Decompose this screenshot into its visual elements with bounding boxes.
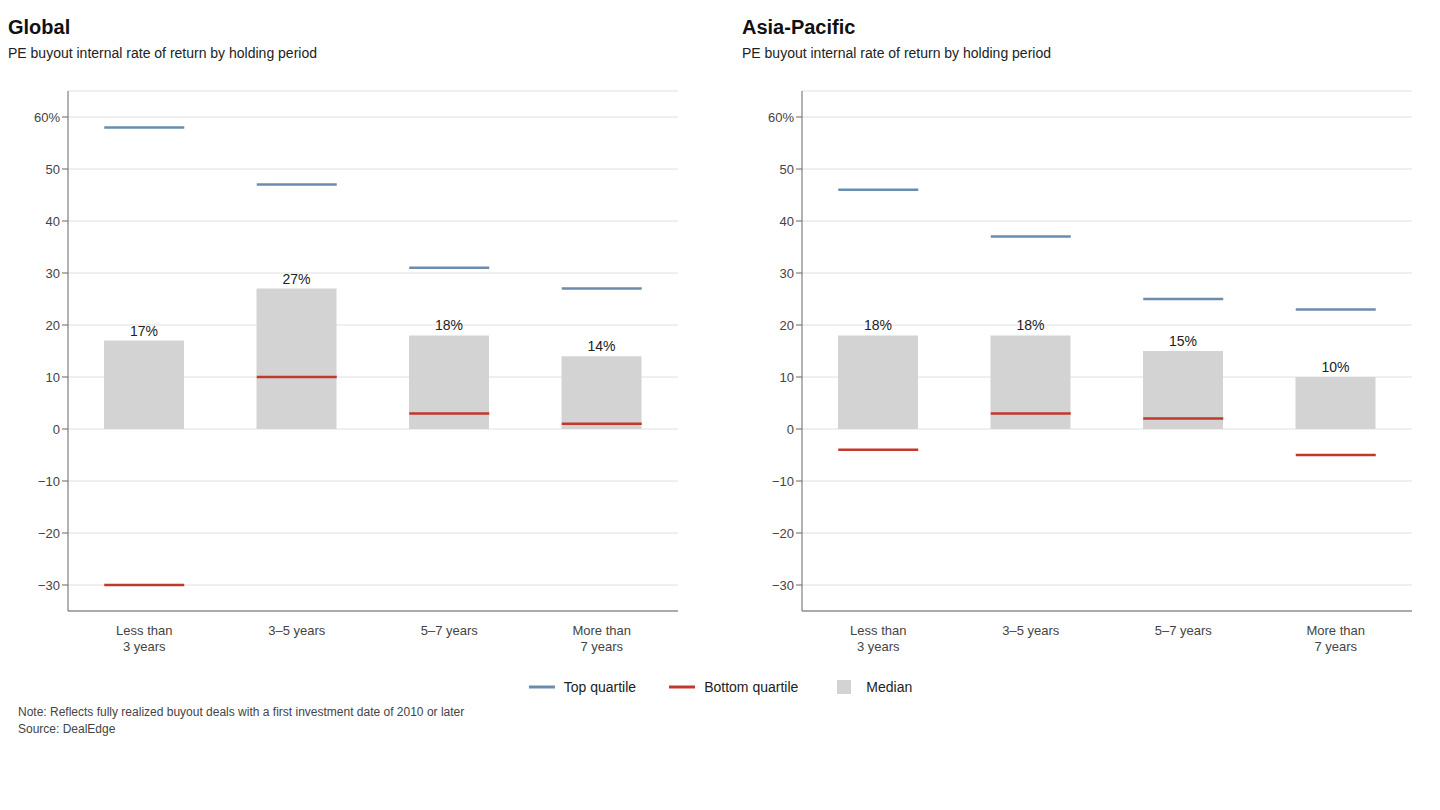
html-text:Bottom quartile: Bottom quartile [704, 679, 799, 695]
svg-text:−30: −30 [772, 578, 794, 593]
svg-text:10: 10 [780, 370, 794, 385]
svg-text:0: 0 [53, 422, 60, 437]
svg-text:50: 50 [780, 162, 794, 177]
svg-text:15%: 15% [1169, 333, 1197, 349]
html-text:Global: Global [8, 16, 71, 38]
html-text:PE buyout internal rate of ret: PE buyout internal rate of return by hol… [742, 45, 1051, 61]
svg-text:3–5 years: 3–5 years [1002, 623, 1060, 638]
svg-text:60%: 60% [34, 110, 60, 125]
svg-text:5–7 years: 5–7 years [1155, 623, 1213, 638]
html-text:Median: Median [866, 679, 913, 695]
svg-text:Less than3 years: Less than3 years [116, 623, 172, 654]
svg-text:18%: 18% [864, 317, 892, 333]
svg-text:30: 30 [780, 266, 794, 281]
svg-text:20: 20 [46, 318, 60, 333]
svg-text:17%: 17% [130, 323, 158, 339]
html-text:Asia-Pacific: Asia-Pacific [742, 16, 856, 38]
svg-text:30: 30 [46, 266, 60, 281]
svg-text:−20: −20 [38, 526, 60, 541]
svg-text:−30: −30 [38, 578, 60, 593]
svg-text:−10: −10 [38, 474, 60, 489]
svg-text:−20: −20 [772, 526, 794, 541]
svg-text:3–5 years: 3–5 years [268, 623, 326, 638]
svg-text:27%: 27% [282, 271, 310, 287]
svg-text:20: 20 [780, 318, 794, 333]
svg-text:10: 10 [46, 370, 60, 385]
svg-text:60%: 60% [768, 110, 794, 125]
html-text:Note: Reflects fully realized: Note: Reflects fully realized buyout dea… [18, 705, 465, 719]
svg-text:40: 40 [46, 214, 60, 229]
html-text:Source: DealEdge: Source: DealEdge [18, 722, 116, 736]
svg-text:5–7 years: 5–7 years [421, 623, 479, 638]
svg-text:Less than3 years: Less than3 years [850, 623, 906, 654]
html-text:PE buyout internal rate of ret: PE buyout internal rate of return by hol… [8, 45, 317, 61]
svg-text:50: 50 [46, 162, 60, 177]
svg-text:18%: 18% [1016, 317, 1044, 333]
svg-text:−10: −10 [772, 474, 794, 489]
svg-text:More than7 years: More than7 years [1306, 623, 1365, 654]
svg-text:40: 40 [780, 214, 794, 229]
svg-text:10%: 10% [1321, 359, 1349, 375]
html-text:Top quartile: Top quartile [563, 679, 637, 695]
svg-text:18%: 18% [435, 317, 463, 333]
svg-text:14%: 14% [587, 338, 615, 354]
svg-text:More than7 years: More than7 years [572, 623, 631, 654]
svg-text:0: 0 [787, 422, 794, 437]
